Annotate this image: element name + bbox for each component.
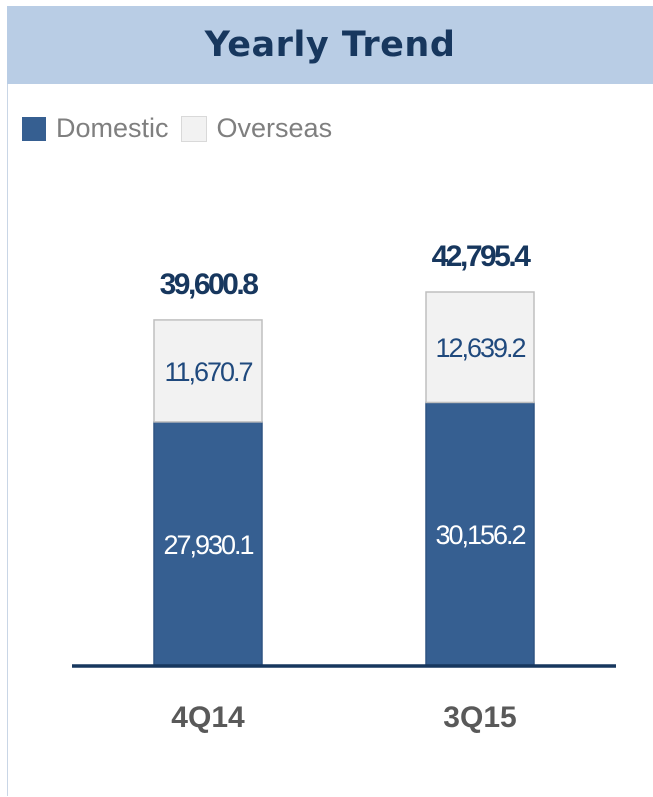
data-label-domestic-3q15: 30,156.2 bbox=[435, 520, 525, 550]
total-label-4q14: 39,600.8 bbox=[160, 268, 259, 301]
data-label-domestic-4q14: 27,930.1 bbox=[163, 530, 253, 560]
chart-title: Yearly Trend bbox=[204, 25, 456, 65]
legend-swatch-overseas bbox=[180, 115, 207, 142]
legend: Domestic Overseas bbox=[22, 113, 344, 144]
x-tick-label-3q15: 3Q15 bbox=[443, 701, 516, 734]
legend-label-domestic: Domestic bbox=[56, 113, 169, 143]
legend-item-overseas: Overseas bbox=[180, 113, 333, 144]
chart-header: Yearly Trend bbox=[7, 6, 653, 84]
x-tick-label-4q14: 4Q14 bbox=[171, 701, 245, 734]
total-label-3q15: 42,795.4 bbox=[432, 240, 532, 273]
legend-swatch-domestic bbox=[22, 116, 46, 141]
bar-overseas-4q14 bbox=[153, 319, 263, 423]
data-label-overseas-4q14: 11,670.7 bbox=[164, 357, 252, 387]
bar-domestic-3q15 bbox=[425, 401, 535, 667]
legend-label-overseas: Overseas bbox=[216, 113, 333, 143]
bar-domestic-4q14 bbox=[153, 421, 263, 667]
data-label-overseas-3q15: 12,639.2 bbox=[435, 333, 525, 363]
legend-item-domestic: Domestic bbox=[22, 113, 169, 144]
bar-overseas-3q15 bbox=[425, 291, 535, 404]
chart-frame bbox=[7, 6, 652, 796]
